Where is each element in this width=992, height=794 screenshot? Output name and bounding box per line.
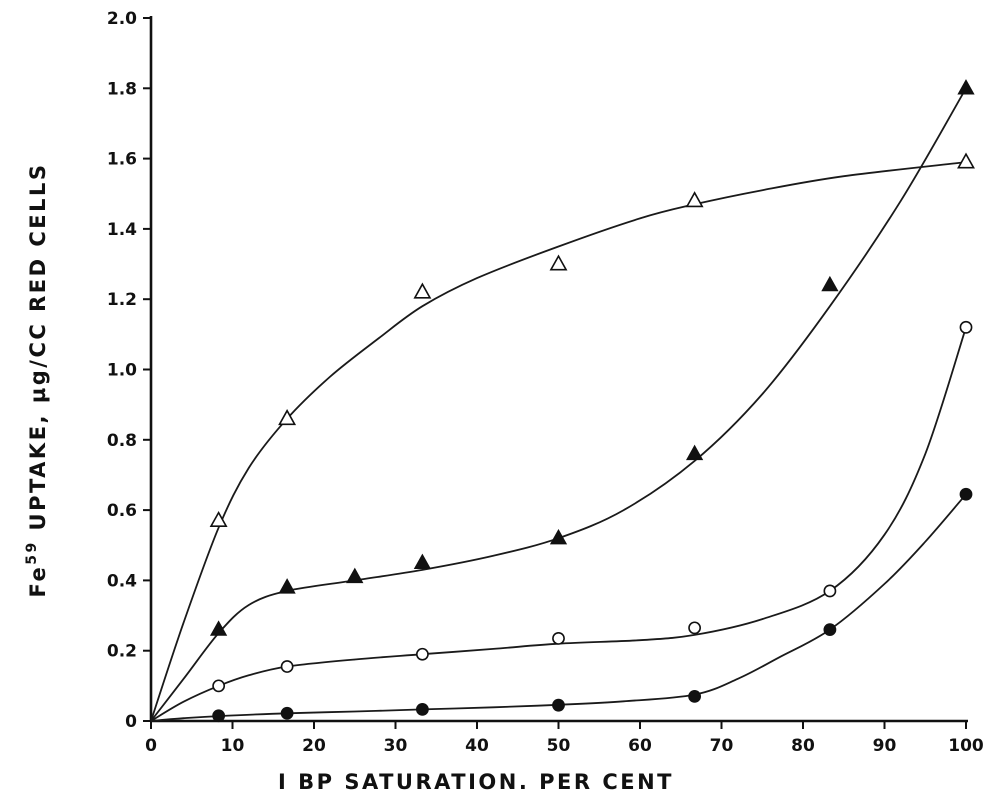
data-point-filled-triangle [957, 79, 975, 95]
y-tick-label: 1.6 [107, 150, 137, 170]
data-point-filled-triangle [685, 444, 704, 461]
y-tick-label: 2.0 [107, 9, 137, 29]
x-tick-label: 50 [547, 736, 571, 756]
x-axis-ticks: 0 10 20 30 40 50 60 70 80 90 100 [145, 721, 984, 756]
data-point-filled-circle [959, 487, 973, 501]
y-tick-label: 0.2 [107, 642, 137, 662]
data-point-filled-circle [823, 623, 837, 637]
data-point-open-triangle [549, 254, 568, 271]
y-axis-title-suffix: UPTAKE, µg/CC RED CELLS [26, 162, 50, 540]
x-tick-label: 40 [465, 736, 489, 756]
data-point-open-circle [688, 621, 702, 635]
y-axis-ticks: 0 0.2 0.4 0.6 0.8 1.0 1.2 1.4 1.6 1.8 2.0 [107, 9, 151, 732]
axes [149, 16, 968, 723]
data-point-open-circle [280, 660, 294, 673]
data-point-filled-triangle [821, 275, 839, 292]
x-tick-label: 10 [221, 736, 245, 756]
series-2-markers [209, 79, 975, 636]
data-point-filled-circle [280, 706, 294, 720]
x-tick-label: 30 [384, 736, 408, 756]
data-point-filled-triangle [549, 528, 568, 545]
data-point-open-triangle [957, 152, 975, 169]
series-3-curve [150, 327, 967, 722]
x-tick-label: 0 [145, 736, 157, 756]
data-point-open-circle [212, 679, 226, 693]
x-axis-title: I BP SATURATION. PER CENT [278, 770, 674, 794]
data-point-filled-triangle [278, 578, 296, 594]
y-tick-label: 1.4 [107, 220, 137, 240]
series-4-curve [150, 493, 967, 722]
data-point-filled-triangle [209, 620, 228, 636]
y-axis-title-superscript: 59 [24, 540, 40, 564]
x-tick-label: 70 [710, 736, 734, 756]
y-tick-label: 0.8 [107, 431, 137, 451]
series-points [209, 79, 975, 723]
series-2-curve [150, 87, 967, 722]
x-tick-label: 90 [873, 736, 897, 756]
y-tick-label: 0 [125, 712, 137, 732]
data-point-open-triangle [278, 409, 297, 426]
x-tick-label: 80 [791, 736, 815, 756]
series-curves [150, 87, 967, 722]
data-point-open-circle [552, 631, 565, 645]
data-point-filled-circle [212, 709, 226, 723]
data-point-open-circle [823, 584, 837, 598]
data-point-filled-circle [415, 703, 429, 716]
y-tick-label: 0.6 [107, 501, 137, 521]
data-point-open-triangle [685, 191, 704, 208]
data-point-filled-triangle [346, 567, 364, 584]
data-point-filled-circle [552, 698, 565, 712]
x-tick-label: 100 [948, 736, 984, 756]
series-4-markers [212, 487, 973, 723]
data-point-open-circle [959, 320, 973, 334]
y-axis-title: Fe59 UPTAKE, µg/CC RED CELLS [24, 162, 50, 597]
data-point-filled-circle [688, 689, 702, 703]
series-1-markers [209, 152, 975, 528]
data-point-open-triangle [413, 282, 432, 299]
x-tick-label: 60 [628, 736, 652, 756]
y-axis-title-prefix: Fe [26, 565, 50, 598]
data-point-filled-triangle [413, 553, 432, 570]
data-point-open-triangle [209, 510, 228, 528]
y-tick-label: 1.8 [107, 79, 137, 99]
y-tick-label: 1.0 [107, 361, 137, 381]
series-1-curve [150, 161, 967, 722]
x-tick-label: 20 [302, 736, 326, 756]
y-tick-label: 0.4 [107, 571, 137, 591]
series-3-markers [212, 320, 973, 693]
data-point-open-circle [415, 647, 429, 661]
y-tick-label: 1.2 [107, 290, 137, 310]
